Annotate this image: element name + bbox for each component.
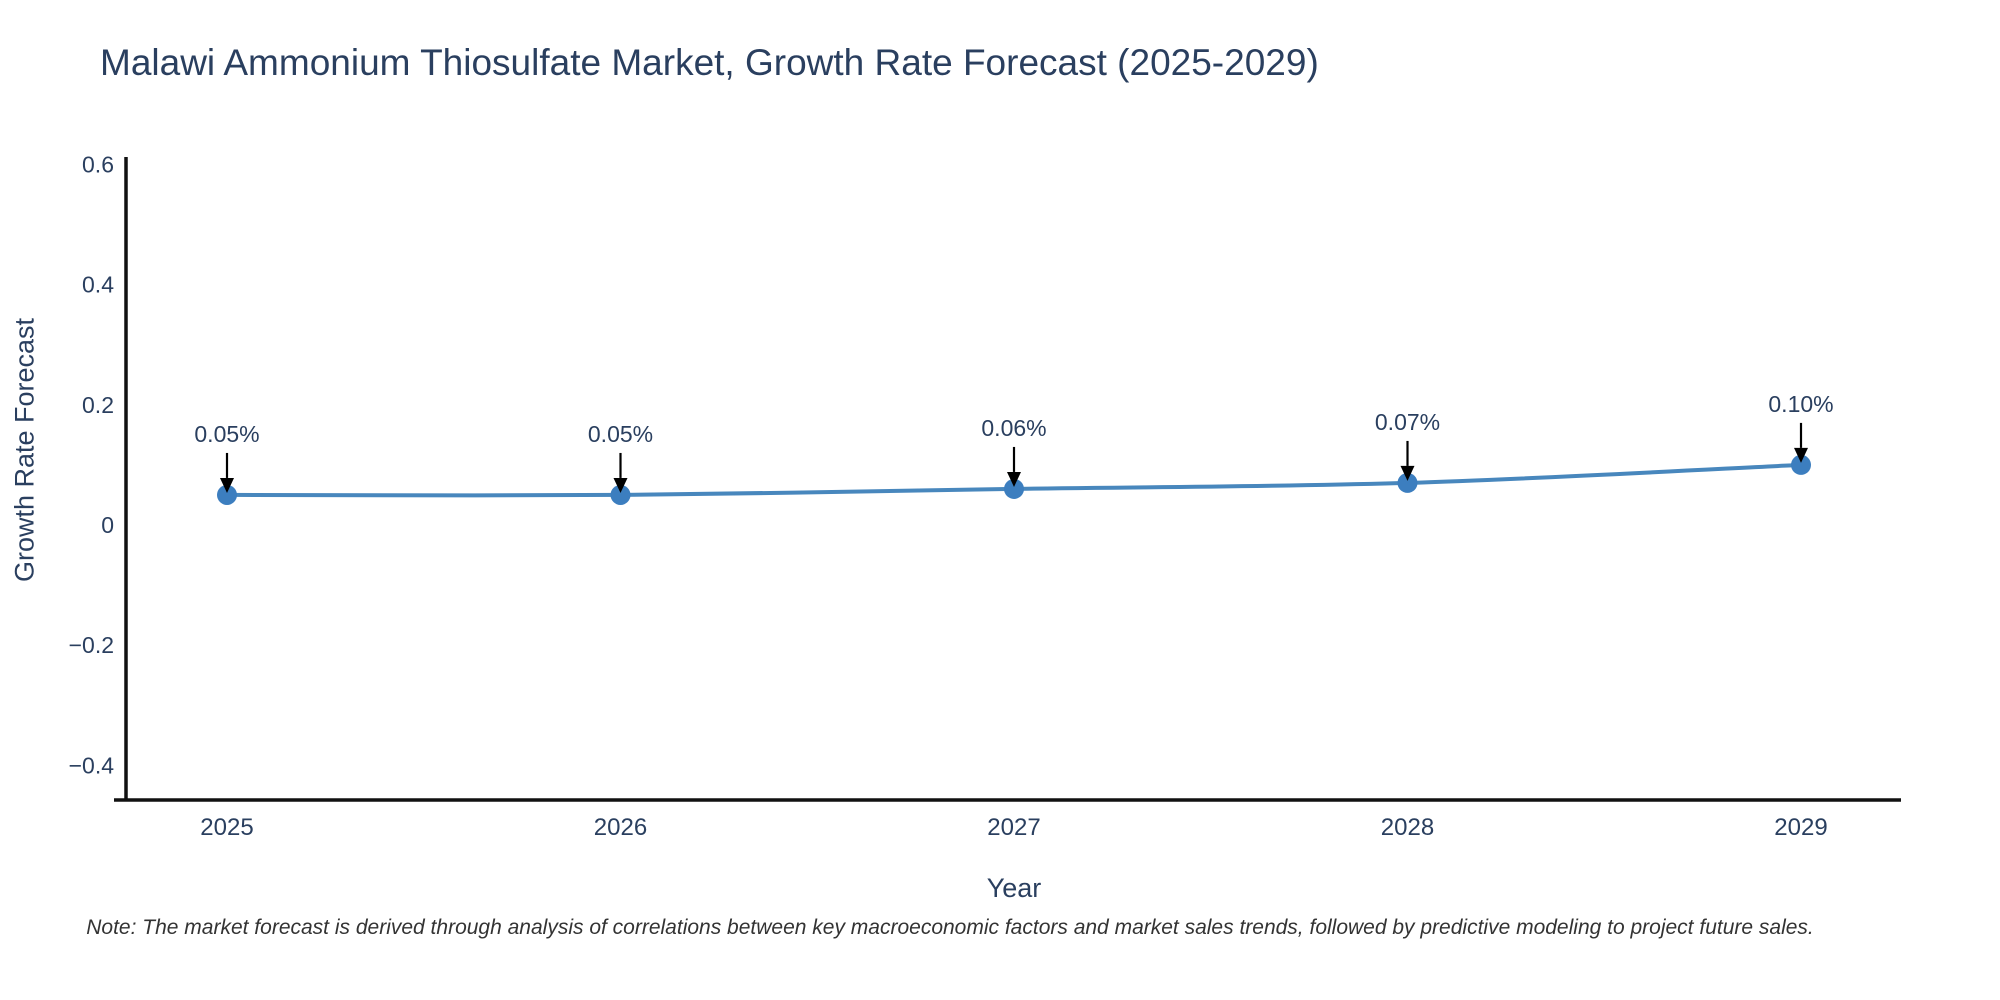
x-axis-title: Year xyxy=(986,873,1042,903)
point-annotation-label: 0.10% xyxy=(1768,391,1833,417)
annotation-arrow-head xyxy=(1794,447,1808,463)
data-point-marker[interactable] xyxy=(610,484,631,505)
x-tick-label: 2025 xyxy=(200,814,253,841)
data-point-marker[interactable] xyxy=(217,484,237,505)
y-tick-label: 0.6 xyxy=(82,151,114,177)
x-tick-label: 2028 xyxy=(1381,814,1434,841)
y-tick-label: 0.4 xyxy=(82,272,114,298)
x-tick-label: 2026 xyxy=(594,814,647,841)
y-axis-title: Growth Rate Forecast xyxy=(9,317,40,583)
y-tick-label: 0 xyxy=(101,512,114,538)
point-annotation-label: 0.05% xyxy=(194,421,259,447)
point-annotation-label: 0.07% xyxy=(1375,409,1440,435)
y-tick-label: −0.4 xyxy=(69,752,115,778)
x-tick-label: 2027 xyxy=(987,814,1040,841)
chart-title: Malawi Ammonium Thiosulfate Market, Grow… xyxy=(100,42,1319,83)
data-point-marker[interactable] xyxy=(1791,454,1811,475)
annotation-arrow-head xyxy=(1007,471,1021,487)
annotation-arrow-head xyxy=(1400,465,1415,481)
point-annotation-label: 0.06% xyxy=(981,415,1046,441)
data-point-marker[interactable] xyxy=(1004,478,1024,499)
annotation-arrow-head xyxy=(613,477,628,493)
y-tick-label: −0.2 xyxy=(69,632,114,658)
x-tick-label: 2029 xyxy=(1774,814,1827,841)
y-tick-label: 0.2 xyxy=(82,392,114,418)
annotation-arrow-head xyxy=(220,477,234,493)
footnote: Note: The market forecast is derived thr… xyxy=(86,916,1814,939)
data-point-marker[interactable] xyxy=(1397,472,1418,493)
point-annotation-label: 0.05% xyxy=(588,421,653,447)
